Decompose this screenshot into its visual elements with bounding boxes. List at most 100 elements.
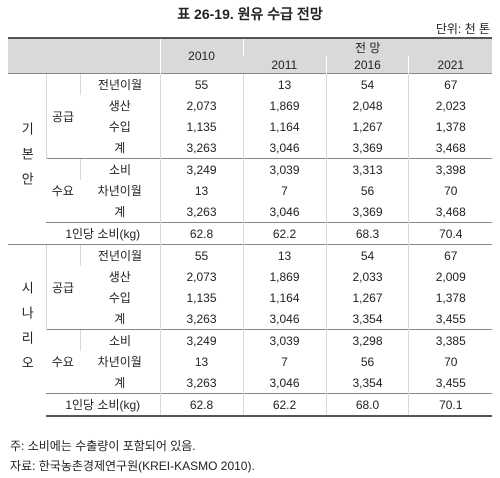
cell: 3,369 [325, 201, 409, 223]
row: 기본안 공급 전년이월 55 13 54 67 [8, 73, 492, 245]
cell: 68.0 [325, 393, 409, 417]
cell: 1,135 [159, 287, 244, 308]
cell: 3,263 [159, 372, 244, 394]
cell: 2,009 [408, 266, 492, 287]
cell: 3,249 [159, 329, 244, 351]
row: 생산 2,073 1,869 2,033 2,009 [8, 266, 492, 287]
item-label: 전년이월 [79, 244, 161, 266]
cell: 2,073 [159, 95, 244, 116]
row: 계 3,263 3,046 3,369 3,468 [8, 201, 492, 223]
cell: 70.4 [408, 222, 492, 245]
item-label: 수입 [108, 291, 131, 305]
group-label: 공급 [45, 244, 80, 330]
row: 계 3,263 3,046 3,354 3,455 [8, 308, 492, 330]
row: 수요 소비 3,249 3,039 3,298 3,385 [8, 329, 492, 394]
item-label: 계 [114, 141, 126, 155]
header-blank [8, 37, 161, 74]
item-label: 계 [114, 205, 126, 219]
cell: 13 [242, 244, 326, 266]
item-label: 차년이월 [97, 355, 142, 369]
row: 수요 소비 3,249 3,039 3,313 3,398 [8, 158, 492, 223]
cell: 3,046 [242, 372, 326, 394]
cell: 13 [159, 351, 244, 372]
cell: 7 [242, 351, 326, 372]
cell: 3,455 [408, 372, 492, 394]
cell: 56 [325, 180, 409, 201]
cell: 3,468 [408, 137, 492, 159]
notes: 주: 소비에는 수출량이 포함되어 있음. 자료: 한국농촌경제연구원(KREI-… [10, 436, 255, 476]
item-label: 소비 [79, 329, 161, 351]
group-label: 수요 [46, 158, 80, 223]
group-label: 공급 [45, 73, 80, 159]
section-label: 기본안 [8, 73, 46, 245]
cell: 68.3 [325, 222, 409, 245]
cell: 2,073 [159, 266, 244, 287]
item-label: 계 [114, 312, 126, 326]
cell: 3,039 [242, 329, 326, 351]
cell: 2,033 [325, 266, 409, 287]
item-label: 1인당 소비(kg) [46, 393, 161, 417]
cell: 1,164 [242, 287, 326, 308]
title: 표 26-19. 원유 수급 전망 [177, 6, 323, 22]
item-label: 생산 [108, 99, 131, 113]
note: 주: 소비에는 수출량이 포함되어 있음. [10, 439, 196, 453]
cell: 3,249 [159, 158, 244, 180]
cell: 70 [408, 180, 492, 201]
table: 2010 전 망 2011 2016 2021 기본안 공급 전년이월 55 13 54 67 생… [8, 37, 492, 417]
cell: 3,298 [325, 329, 409, 351]
cell: 3,468 [408, 201, 492, 223]
cell: 1,869 [242, 95, 326, 116]
cell: 1,135 [159, 116, 244, 137]
cell: 3,398 [408, 158, 492, 180]
cell: 1,378 [408, 287, 492, 308]
cell: 3,354 [325, 308, 409, 330]
cell: 62.8 [159, 393, 244, 417]
cell: 70.1 [408, 393, 492, 417]
cell: 62.8 [159, 222, 244, 245]
cell: 1,267 [325, 116, 409, 137]
cell: 54 [325, 73, 409, 95]
row: 차년이월 13 7 56 70 [8, 180, 492, 201]
cell: 67 [408, 73, 492, 95]
header-cell: 2011 [243, 56, 326, 74]
cell: 1,869 [242, 266, 326, 287]
cell: 3,385 [408, 329, 492, 351]
item-label: 전년이월 [79, 73, 161, 95]
row: 시나리오 공급 전년이월 55 13 54 67 [8, 244, 492, 416]
row: 생산 2,073 1,869 2,048 2,023 [8, 95, 492, 116]
header-cell: 2016 [325, 56, 409, 74]
cell: 3,039 [242, 158, 326, 180]
row: 차년이월 13 7 56 70 [8, 351, 492, 372]
cell: 3,455 [408, 308, 492, 330]
cell: 2,023 [408, 95, 492, 116]
cell: 55 [159, 73, 244, 95]
cell: 55 [159, 244, 244, 266]
cell: 3,313 [325, 158, 409, 180]
row: 1인당 소비(kg) 62.8 62.2 68.0 70.1 [8, 393, 492, 417]
cell: 70 [408, 351, 492, 372]
cell: 1,267 [325, 287, 409, 308]
cell: 3,263 [159, 137, 244, 159]
cell: 1,164 [242, 116, 326, 137]
header-cell: 2021 [408, 56, 492, 74]
cell: 3,263 [159, 308, 244, 330]
cell: 54 [325, 244, 409, 266]
header-cell: 전 망 [242, 37, 492, 56]
item-label: 소비 [79, 158, 161, 180]
row: 1인당 소비(kg) 62.8 62.2 68.3 70.4 [8, 222, 492, 245]
item-label: 계 [114, 376, 126, 390]
unit: 단위: 천 톤 [435, 22, 490, 36]
cell: 3,046 [242, 137, 326, 159]
header-cell: 2010 [159, 37, 244, 74]
row: 수입 1,135 1,164 1,267 1,378 [8, 287, 492, 308]
item-label: 1인당 소비(kg) [46, 222, 161, 245]
row: 계 3,263 3,046 3,369 3,468 [8, 137, 492, 159]
cell: 62.2 [242, 222, 326, 245]
row: 수입 1,135 1,164 1,267 1,378 [8, 116, 492, 137]
cell: 3,046 [242, 308, 326, 330]
cell: 3,354 [325, 372, 409, 394]
group-label: 수요 [46, 329, 80, 394]
cell: 67 [408, 244, 492, 266]
cell: 56 [325, 351, 409, 372]
